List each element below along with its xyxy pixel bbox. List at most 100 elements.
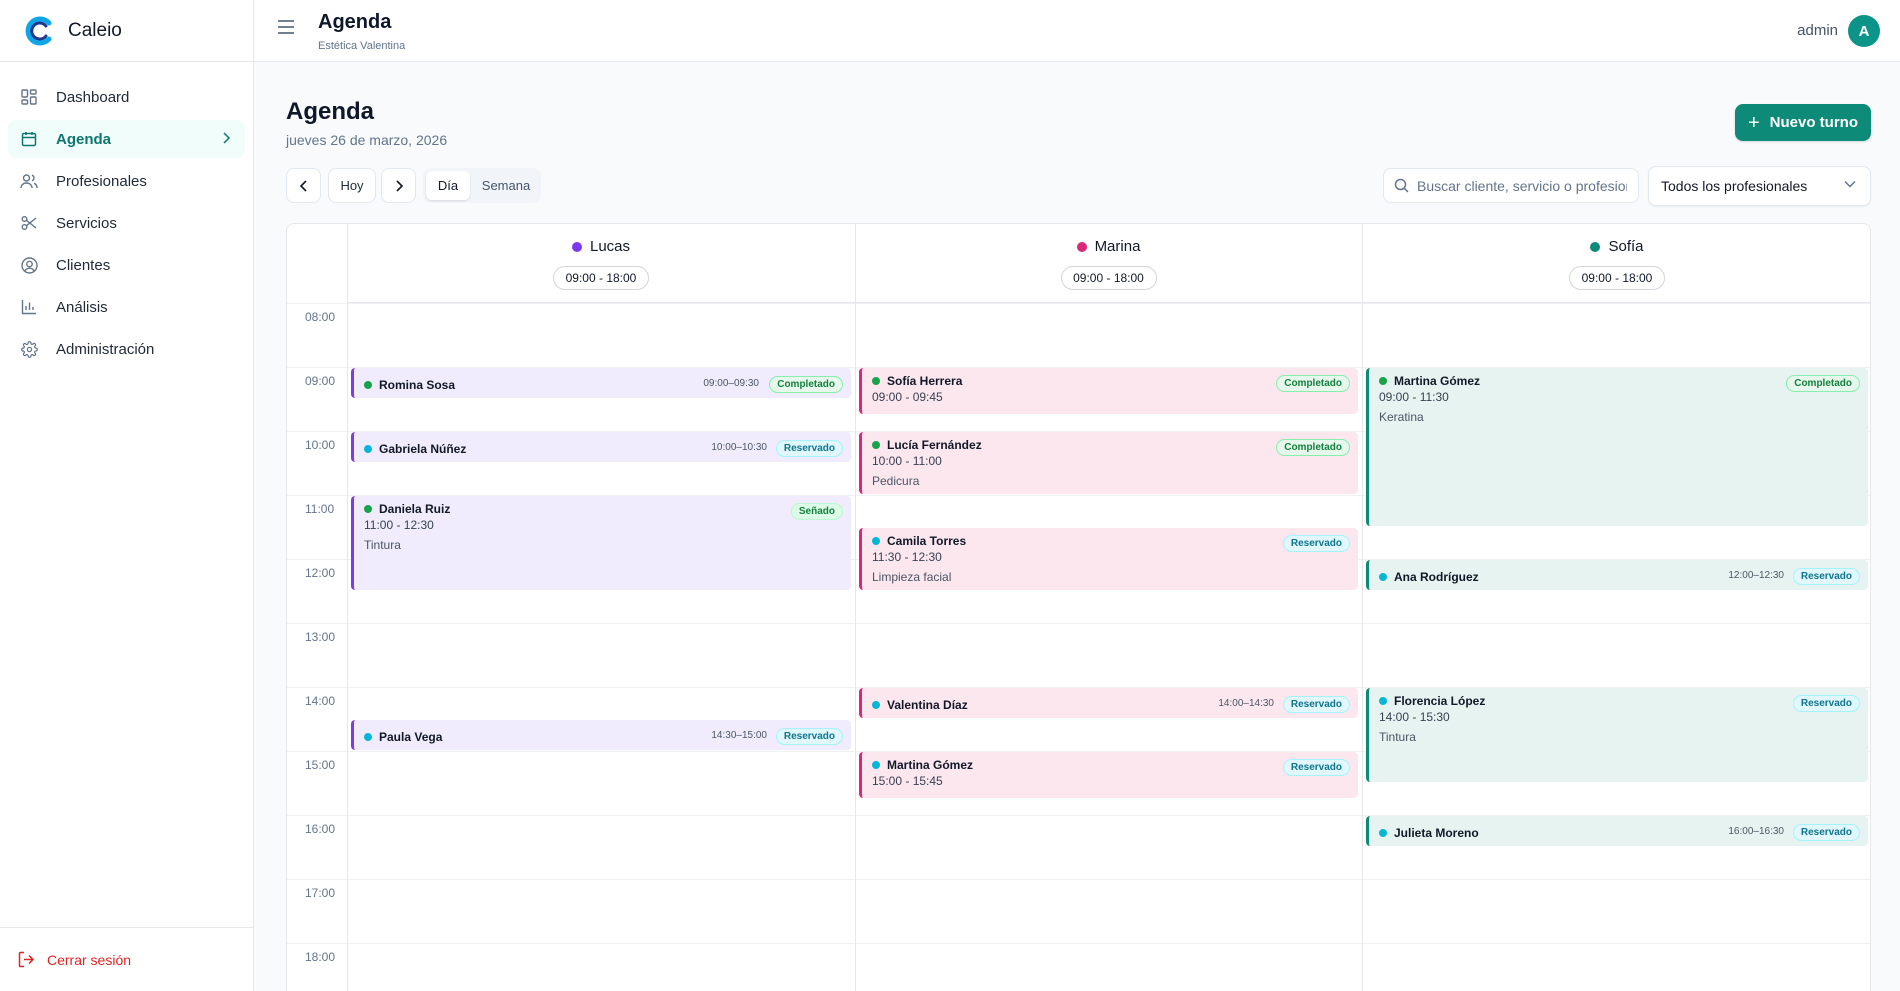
caleio-logo-icon bbox=[25, 16, 52, 45]
appointment-header: Martina Gómez bbox=[1379, 374, 1868, 388]
status-badge: Reservado bbox=[1282, 535, 1350, 552]
appointment-card[interactable]: Romina Sosa Completado 09:00–09:30 bbox=[351, 368, 851, 398]
status-badge: Reservado bbox=[1792, 568, 1860, 585]
time-label: 09:00 bbox=[305, 374, 336, 388]
status-dot bbox=[872, 761, 880, 769]
status-dot bbox=[872, 377, 880, 385]
avatar[interactable]: A bbox=[1848, 15, 1880, 47]
gear-icon bbox=[19, 339, 39, 359]
client-name: Sofía Herrera bbox=[887, 374, 963, 388]
status-dot bbox=[872, 537, 880, 545]
status-badge: Reservado bbox=[775, 440, 843, 457]
next-day-button[interactable] bbox=[381, 168, 416, 203]
time-label: 16:00 bbox=[305, 822, 336, 836]
logout-label: Cerrar sesión bbox=[47, 951, 132, 968]
appointment-service: Keratina bbox=[1379, 410, 1424, 424]
appointment-time: 12:00–12:30 bbox=[1728, 570, 1784, 581]
new-appointment-button[interactable]: + Nuevo turno bbox=[1735, 104, 1871, 141]
client-name: Daniela Ruiz bbox=[379, 502, 451, 516]
sidebar-item-label: Análisis bbox=[56, 298, 108, 316]
professional-filter-select[interactable]: Todos los profesionales bbox=[1648, 166, 1871, 206]
search-input[interactable] bbox=[1417, 177, 1627, 194]
professional-hours-pill: 09:00 - 18:00 bbox=[1569, 266, 1665, 290]
appointment-time: 10:00 - 11:00 bbox=[872, 454, 942, 468]
appointment-card[interactable]: Florencia López Reservado 14:00 - 15:30 Tin… bbox=[1366, 688, 1868, 782]
appointment-card[interactable]: Daniela Ruiz Señado 11:00 - 12:30 Tintura bbox=[351, 496, 851, 590]
sidebar-item-label: Administración bbox=[56, 340, 155, 358]
sidebar-item-agenda[interactable]: Agenda bbox=[8, 120, 245, 158]
scissors-icon bbox=[19, 213, 39, 233]
appointment-time: 09:00–09:30 bbox=[703, 378, 759, 389]
client-name: Martina Gómez bbox=[1394, 374, 1481, 388]
professional-hours-pill: 09:00 - 18:00 bbox=[553, 266, 649, 290]
appointment-card[interactable]: Ana Rodríguez Reservado 12:00–12:30 bbox=[1366, 560, 1868, 590]
chevron-left-icon bbox=[299, 179, 307, 192]
today-button[interactable]: Hoy bbox=[328, 168, 376, 203]
dashboard-icon bbox=[19, 87, 39, 107]
sidebar-item-analisis[interactable]: Análisis bbox=[8, 288, 245, 326]
professional-header-sofia: Sofía 09:00 - 18:00 bbox=[1362, 224, 1870, 303]
sidebar-item-dashboard[interactable]: Dashboard bbox=[8, 78, 245, 116]
day-calendar: 08:00 09:00 10:00 11:00 12:00 13:00 14:00 15:00… bbox=[286, 223, 1871, 991]
professional-hours-pill: 09:00 - 18:00 bbox=[1060, 266, 1157, 290]
status-badge: Reservado bbox=[1282, 759, 1350, 776]
prev-day-button[interactable] bbox=[286, 168, 321, 203]
status-dot bbox=[1379, 697, 1387, 705]
sidebar-item-servicios[interactable]: Servicios bbox=[8, 204, 245, 242]
hour-gridline bbox=[287, 879, 1870, 880]
appointment-card[interactable]: Martina Gómez Completado 09:00 - 11:30 Kera… bbox=[1366, 368, 1868, 526]
appointment-card[interactable]: Sofía Herrera Completado 09:00 - 09:45 bbox=[859, 368, 1358, 414]
view-day-option[interactable]: Día bbox=[426, 171, 470, 200]
status-dot bbox=[364, 505, 372, 513]
appointment-time: 10:00–10:30 bbox=[711, 442, 767, 453]
appointment-header: Paula Vega bbox=[364, 730, 851, 744]
status-dot bbox=[364, 445, 372, 453]
column-divider bbox=[1362, 224, 1363, 991]
new-appointment-label: Nuevo turno bbox=[1769, 114, 1859, 131]
professional-color-dot bbox=[571, 241, 582, 252]
appointment-header: Camila Torres bbox=[872, 534, 1358, 548]
appointment-card[interactable]: Camila Torres Reservado 11:30 - 12:30 Limpi… bbox=[859, 528, 1358, 590]
hour-gridline bbox=[287, 495, 1870, 496]
appointment-card[interactable]: Gabriela Núñez Reservado 10:00–10:30 bbox=[351, 432, 851, 462]
professional-name: Sofía bbox=[1362, 238, 1870, 255]
appointment-service: Pedicura bbox=[872, 474, 920, 488]
search-box bbox=[1383, 168, 1639, 203]
user-name[interactable]: admin bbox=[1797, 22, 1838, 39]
sidebar-item-label: Agenda bbox=[56, 130, 112, 148]
appointment-card[interactable]: Paula Vega Reservado 14:30–15:00 bbox=[351, 720, 851, 750]
appointment-card[interactable]: Julieta Moreno Reservado 16:00–16:30 bbox=[1366, 816, 1868, 846]
time-label: 08:00 bbox=[305, 310, 336, 324]
sidebar-item-label: Clientes bbox=[56, 256, 111, 274]
logout-button[interactable]: Cerrar sesión bbox=[0, 927, 253, 991]
client-name: Florencia López bbox=[1394, 694, 1486, 708]
status-dot bbox=[1379, 829, 1387, 837]
appointment-card[interactable]: Lucía Fernández Completado 10:00 - 11:00 Pe… bbox=[859, 432, 1358, 494]
menu-toggle-button[interactable] bbox=[278, 20, 294, 37]
appointment-time: 09:00 - 09:45 bbox=[872, 390, 943, 404]
hour-gridline bbox=[287, 431, 1870, 432]
professional-color-dot bbox=[1590, 241, 1601, 252]
topbar: Agenda Estética Valentina admin A bbox=[254, 0, 1900, 62]
view-week-option[interactable]: Semana bbox=[481, 178, 531, 193]
professional-name-text: Sofía bbox=[1608, 238, 1644, 255]
time-label: 11:00 bbox=[305, 502, 335, 516]
status-dot bbox=[1379, 573, 1387, 581]
sidebar-item-administracion[interactable]: Administración bbox=[8, 330, 245, 368]
appointment-time: 16:00–16:30 bbox=[1728, 826, 1784, 837]
chevron-right-icon bbox=[223, 132, 231, 144]
appointment-card[interactable]: Martina Gómez Reservado 15:00 - 15:45 bbox=[859, 752, 1358, 798]
status-dot bbox=[364, 733, 372, 741]
client-name: Ana Rodríguez bbox=[1394, 570, 1479, 584]
sidebar-item-clientes[interactable]: Clientes bbox=[8, 246, 245, 284]
appointment-card[interactable]: Valentina Díaz Reservado 14:00–14:30 bbox=[859, 688, 1358, 718]
sidebar-item-profesionales[interactable]: Profesionales bbox=[8, 162, 245, 200]
column-divider bbox=[347, 224, 348, 991]
appointment-header: Martina Gómez bbox=[872, 758, 1358, 772]
time-label: 15:00 bbox=[305, 758, 336, 772]
app-name: Caleio bbox=[68, 19, 122, 41]
appointment-time: 15:00 - 15:45 bbox=[872, 774, 943, 788]
brand[interactable]: Caleio bbox=[0, 0, 253, 62]
appointment-time: 09:00 - 11:30 bbox=[1379, 390, 1449, 404]
users-icon bbox=[19, 171, 39, 191]
